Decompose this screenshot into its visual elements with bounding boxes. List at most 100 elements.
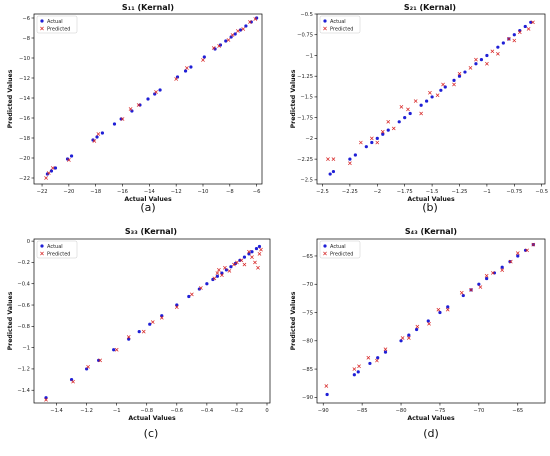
- predicted-point: [114, 347, 119, 352]
- y-tick-label: −70: [302, 282, 313, 288]
- actual-point: [202, 55, 206, 59]
- x-tick-label: −70: [473, 408, 484, 414]
- x-tick-label: −1.2: [80, 408, 93, 414]
- y-tick-label: −1: [22, 345, 30, 351]
- predicted-point: [199, 286, 203, 290]
- predicted-point: [256, 265, 260, 270]
- actual-point: [397, 120, 401, 124]
- y-tick-label: −2.25: [297, 157, 313, 163]
- predicted-point: [159, 315, 164, 320]
- x-tick-label: −85: [357, 408, 368, 414]
- actual-point: [439, 88, 443, 92]
- predicted-point: [496, 51, 500, 56]
- predicted-point: [92, 139, 97, 143]
- actual-point: [69, 377, 74, 382]
- actual-point: [457, 74, 462, 78]
- chart-title: S₁₁ (Kernal): [122, 3, 174, 12]
- predicted-point: [174, 77, 179, 81]
- predicted-point: [185, 66, 189, 70]
- predicted-point: [468, 66, 473, 70]
- actual-point: [364, 145, 368, 149]
- y-tick-label: −1.75: [297, 115, 313, 121]
- actual-point: [419, 103, 423, 107]
- legend-predicted-marker: [323, 26, 327, 31]
- predicted-point: [380, 129, 385, 134]
- actual-point: [496, 45, 500, 49]
- actual-point: [69, 154, 74, 158]
- x-axis-label: Actual Values: [124, 196, 172, 203]
- predicted-point: [445, 307, 450, 312]
- actual-point: [137, 330, 141, 334]
- actual-point: [523, 24, 527, 29]
- chart-panel-1: −22 −20 −18 −16 −14 −12 −10 −8 −6 −22 −20 −18 −16 −14…: [7, 3, 263, 214]
- actual-point: [100, 131, 104, 135]
- predicted-point: [174, 305, 179, 310]
- predicted-point: [391, 126, 396, 131]
- predicted-point: [136, 103, 141, 107]
- actual-point: [242, 255, 247, 259]
- predicted-point: [71, 379, 75, 384]
- predicted-point: [217, 268, 221, 272]
- y-tick-label: −0.2: [17, 260, 30, 266]
- y-tick-label: −75: [302, 310, 313, 316]
- predicted-point: [531, 20, 535, 25]
- x-tick-label: −1: [113, 408, 121, 414]
- chart-title: S₄₃ (Kernal): [405, 227, 457, 236]
- predicted-point: [236, 29, 240, 33]
- predicted-point: [508, 259, 513, 264]
- panel-caption: (b): [422, 201, 438, 214]
- x-tick-label: −1.25: [452, 189, 468, 195]
- actual-point: [474, 62, 478, 66]
- chart-panel-4: −90 −85 −80 −75 −70 −65 −90 −85 −80 −75 −70 −65 Actu…: [290, 227, 546, 440]
- y-tick-label: −2: [305, 136, 313, 142]
- predicted-point: [490, 49, 495, 54]
- predicted-point: [126, 335, 131, 339]
- x-tick-label: 0: [265, 408, 268, 414]
- actual-point: [183, 69, 188, 73]
- actual-point: [501, 41, 505, 45]
- x-tick-label: −16: [117, 189, 128, 195]
- actual-point: [516, 254, 520, 258]
- predicted-point: [457, 71, 462, 76]
- actual-point: [53, 166, 58, 170]
- predicted-point: [227, 269, 232, 273]
- panel-caption: (a): [140, 201, 155, 214]
- y-tick-label: −10: [19, 56, 30, 62]
- predicted-point: [242, 262, 247, 267]
- predicted-point: [366, 355, 371, 360]
- x-tick-label: −1.4: [50, 408, 63, 414]
- x-tick-label: −6: [253, 189, 261, 195]
- predicted-point: [441, 82, 445, 87]
- actual-point: [331, 169, 336, 174]
- actual-point: [386, 128, 390, 132]
- y-tick-label: −80: [302, 339, 313, 345]
- actual-point: [238, 28, 243, 32]
- y-tick-label: −16: [19, 116, 30, 122]
- predicted-point: [215, 271, 220, 275]
- x-tick-label: −0.2: [231, 408, 244, 414]
- actual-point: [368, 361, 372, 366]
- predicted-point: [128, 107, 133, 111]
- predicted-point: [469, 288, 473, 292]
- actual-point: [430, 95, 434, 99]
- y-tick-label: −22: [19, 176, 30, 182]
- predicted-point: [525, 248, 529, 253]
- legend-box: [36, 240, 78, 259]
- predicted-point: [189, 292, 194, 297]
- predicted-point: [86, 364, 90, 369]
- predicted-point: [515, 251, 520, 255]
- actual-point: [229, 35, 233, 39]
- actual-point: [49, 169, 54, 173]
- actual-point: [381, 132, 385, 136]
- predicted-point: [386, 119, 391, 124]
- y-tick-label: −85: [302, 367, 313, 373]
- y-tick-label: 0: [27, 239, 30, 245]
- y-tick-label: −1.2: [17, 367, 30, 373]
- actual-point: [426, 319, 430, 323]
- predicted-point: [120, 117, 125, 121]
- predicted-point: [226, 38, 231, 42]
- predicted-point: [259, 247, 263, 252]
